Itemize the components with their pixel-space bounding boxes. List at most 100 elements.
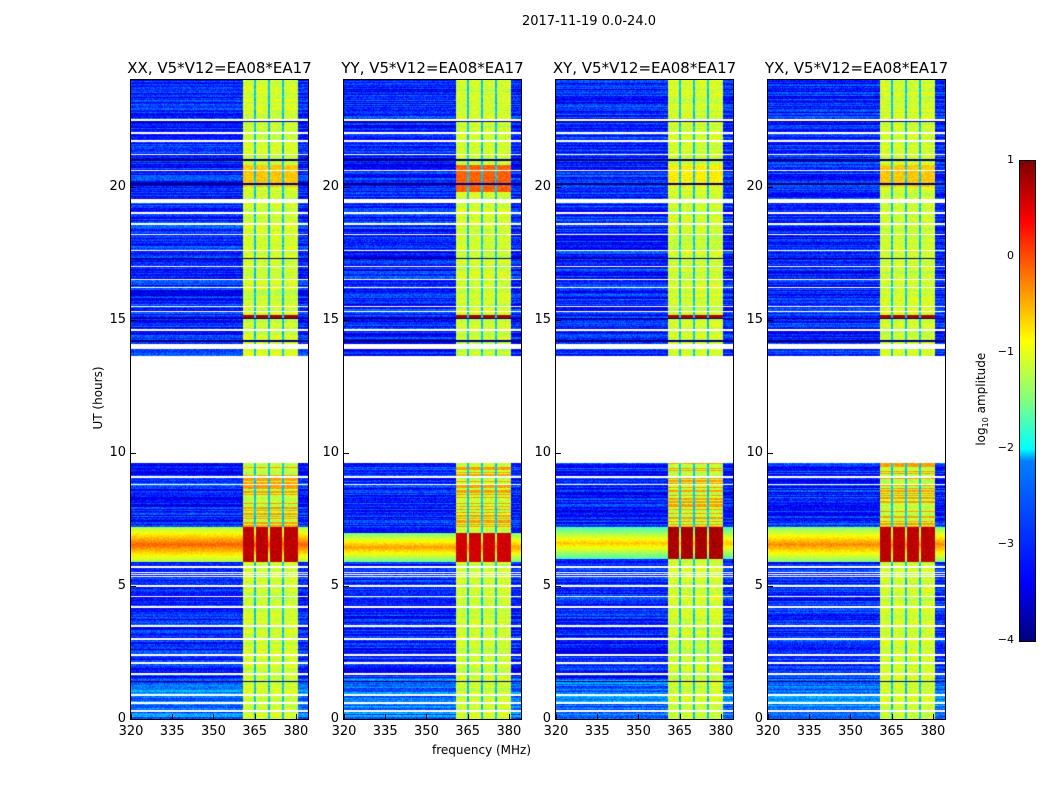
y-tick-label: 15 <box>534 311 551 327</box>
x-tick-mark <box>344 714 345 719</box>
heatmap-image <box>131 80 308 719</box>
figure-title: 2017-11-19 0.0-24.0 <box>522 14 656 29</box>
x-tick-mark <box>385 714 387 719</box>
x-tick-label: 365 <box>455 724 481 739</box>
x-tick-mark <box>679 714 681 719</box>
y-tick-mark <box>344 319 349 321</box>
x-tick-mark <box>768 714 769 719</box>
x-axis-label: frequency (MHz) <box>432 743 532 757</box>
colorbar <box>1019 160 1036 642</box>
x-tick-label: 320 <box>118 724 144 739</box>
y-tick-label: 5 <box>330 577 339 593</box>
panel-title: XY, V5*V12=EA08*EA17 <box>552 59 737 77</box>
x-tick-mark <box>597 714 599 719</box>
y-tick-mark <box>556 319 561 321</box>
x-tick-label: 320 <box>543 724 569 739</box>
panel-title: YY, V5*V12=EA08*EA17 <box>341 59 524 77</box>
heatmap-image <box>344 80 521 719</box>
x-tick-mark <box>850 714 852 719</box>
x-tick-label: 380 <box>496 724 522 739</box>
y-tick-label: 20 <box>534 178 551 194</box>
x-tick-mark <box>809 714 811 719</box>
x-tick-label: 380 <box>920 724 946 739</box>
heatmap-panel <box>343 79 522 720</box>
y-tick-mark <box>768 585 773 587</box>
heatmap-panel <box>555 79 734 720</box>
panel-title: YX, V5*V12=EA08*EA17 <box>764 59 949 77</box>
x-tick-mark <box>720 714 722 719</box>
colorbar-label: log10 amplitude <box>973 352 991 446</box>
y-tick-label: 0 <box>754 711 763 726</box>
y-tick-label: 10 <box>746 444 763 460</box>
x-tick-label: 380 <box>283 724 309 739</box>
y-tick-mark <box>344 719 349 720</box>
y-tick-mark <box>556 186 561 188</box>
colorbar-tick-label: −2 <box>997 441 1014 454</box>
heatmap-image <box>768 80 945 719</box>
x-tick-mark <box>213 714 215 719</box>
y-tick-label: 15 <box>746 311 763 327</box>
y-tick-label: 10 <box>109 444 126 460</box>
y-tick-mark <box>768 186 773 188</box>
y-tick-mark <box>344 186 349 188</box>
y-tick-mark <box>556 719 561 720</box>
x-tick-label: 365 <box>879 724 905 739</box>
x-tick-label: 365 <box>242 724 268 739</box>
y-tick-label: 10 <box>534 444 551 460</box>
x-tick-label: 320 <box>331 724 357 739</box>
y-tick-label: 15 <box>322 311 339 327</box>
y-tick-label: 20 <box>322 178 339 194</box>
colorbar-tick-label: −3 <box>997 537 1014 550</box>
heatmap-panel <box>130 79 309 720</box>
x-tick-label: 335 <box>584 724 610 739</box>
y-tick-mark <box>344 585 349 587</box>
y-tick-mark <box>556 585 561 587</box>
x-tick-label: 350 <box>626 724 651 739</box>
y-tick-mark <box>131 186 136 188</box>
x-tick-label: 350 <box>201 724 226 739</box>
heatmap-image <box>556 80 733 719</box>
x-tick-label: 380 <box>708 724 734 739</box>
x-tick-mark <box>172 714 174 719</box>
x-tick-mark <box>638 714 640 719</box>
x-tick-label: 335 <box>372 724 398 739</box>
colorbar-tick-label: −4 <box>997 633 1014 646</box>
y-tick-label: 0 <box>542 711 551 726</box>
y-tick-mark <box>768 319 773 321</box>
y-tick-label: 5 <box>754 577 763 593</box>
x-tick-label: 365 <box>667 724 693 739</box>
colorbar-tick-label: 0 <box>1007 249 1014 262</box>
x-tick-label: 350 <box>838 724 863 739</box>
x-tick-label: 335 <box>159 724 185 739</box>
x-tick-mark <box>254 714 256 719</box>
y-tick-label: 0 <box>330 711 339 726</box>
y-tick-label: 20 <box>109 178 126 194</box>
x-tick-mark <box>891 714 893 719</box>
y-tick-mark <box>768 719 773 720</box>
x-tick-mark <box>467 714 469 719</box>
x-tick-mark <box>508 714 510 719</box>
y-tick-label: 0 <box>117 711 126 726</box>
x-tick-label: 335 <box>796 724 822 739</box>
y-tick-label: 10 <box>322 444 339 460</box>
y-tick-mark <box>556 452 561 454</box>
y-tick-label: 20 <box>746 178 763 194</box>
colorbar-tick-label: −1 <box>997 345 1014 358</box>
x-tick-mark <box>426 714 428 719</box>
x-tick-mark <box>556 714 557 719</box>
y-axis-label: UT (hours) <box>91 366 105 430</box>
colorbar-tick-label: 1 <box>1007 153 1014 166</box>
y-tick-label: 15 <box>109 311 126 327</box>
y-tick-mark <box>768 452 773 454</box>
x-tick-mark <box>932 714 934 719</box>
y-tick-mark <box>344 452 349 454</box>
y-tick-mark <box>131 319 136 321</box>
y-tick-mark <box>131 585 136 587</box>
y-tick-label: 5 <box>542 577 551 593</box>
x-tick-mark <box>295 714 297 719</box>
x-tick-mark <box>131 714 132 719</box>
y-tick-mark <box>131 719 136 720</box>
x-tick-label: 320 <box>755 724 781 739</box>
heatmap-panel <box>767 79 946 720</box>
